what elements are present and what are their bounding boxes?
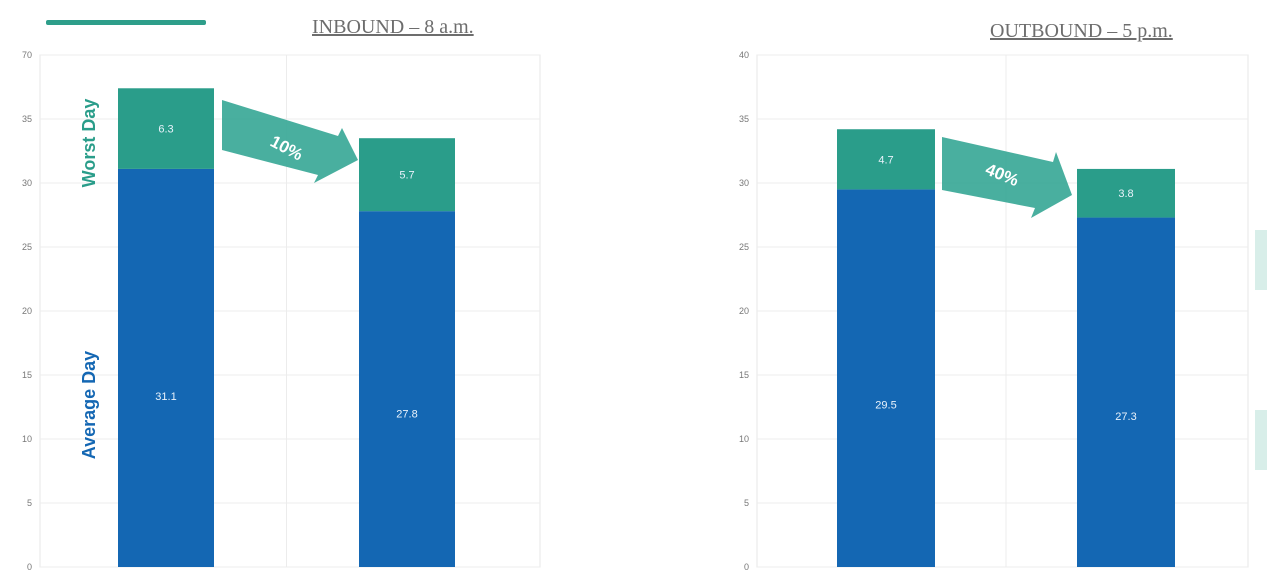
outbound-y-tick-label: 5: [744, 498, 749, 508]
legend-label-worst-day: Worst Day: [79, 99, 99, 188]
outbound-y-tick-label: 30: [739, 178, 749, 188]
outbound-data-label: 4.7: [878, 154, 893, 166]
decorative-edge-strip: [1255, 230, 1267, 290]
outbound-data-label: 29.5: [875, 399, 896, 411]
inbound-chart-title: INBOUND – 8 a.m.: [312, 16, 474, 38]
inbound-y-tick-label: 10: [22, 434, 32, 444]
inbound-change-arrow: [222, 100, 358, 183]
inbound-y-tick-label: 20: [22, 306, 32, 316]
inbound-y-tick-label: 5: [27, 498, 32, 508]
inbound-y-tick-label: 15: [22, 370, 32, 380]
outbound-change-arrow: [942, 137, 1072, 218]
outbound-y-tick-label: 25: [739, 242, 749, 252]
inbound-bar-worst-day: [359, 138, 455, 212]
outbound-y-tick-label: 15: [739, 370, 749, 380]
legend-label-average-day: Average Day: [79, 351, 99, 459]
outbound-bar-worst-day: [837, 129, 935, 190]
inbound-y-tick-label: 0: [27, 562, 32, 572]
outbound-data-label: 27.3: [1115, 411, 1136, 423]
inbound-data-label: 5.7: [399, 170, 414, 182]
inbound-data-label: 31.1: [155, 391, 176, 403]
outbound-data-label: 3.8: [1118, 188, 1133, 200]
inbound-bar-average-day: [359, 211, 455, 567]
decorative-accent-bar: [46, 20, 206, 25]
inbound-y-tick-label: 25: [22, 242, 32, 252]
decorative-edge-strip: [1255, 410, 1267, 470]
inbound-y-tick-label: 35: [22, 114, 32, 124]
outbound-bar-worst-day: [1077, 168, 1175, 218]
outbound-y-tick-label: 40: [739, 50, 749, 60]
inbound-y-tick-label: 30: [22, 178, 32, 188]
outbound-y-tick-label: 35: [739, 114, 749, 124]
outbound-y-tick-label: 10: [739, 434, 749, 444]
inbound-bar-average-day: [118, 168, 214, 568]
inbound-y-tick-label: 70: [22, 50, 32, 60]
outbound-bar-average-day: [1077, 217, 1175, 567]
inbound-data-label: 27.8: [396, 409, 417, 421]
outbound-y-tick-label: 20: [739, 306, 749, 316]
inbound-data-label: 6.3: [158, 124, 173, 136]
outbound-chart-title: OUTBOUND – 5 p.m.: [990, 20, 1173, 42]
inbound-bar-worst-day: [118, 88, 214, 169]
outbound-bar-average-day: [837, 189, 935, 567]
outbound-y-tick-label: 0: [744, 562, 749, 572]
